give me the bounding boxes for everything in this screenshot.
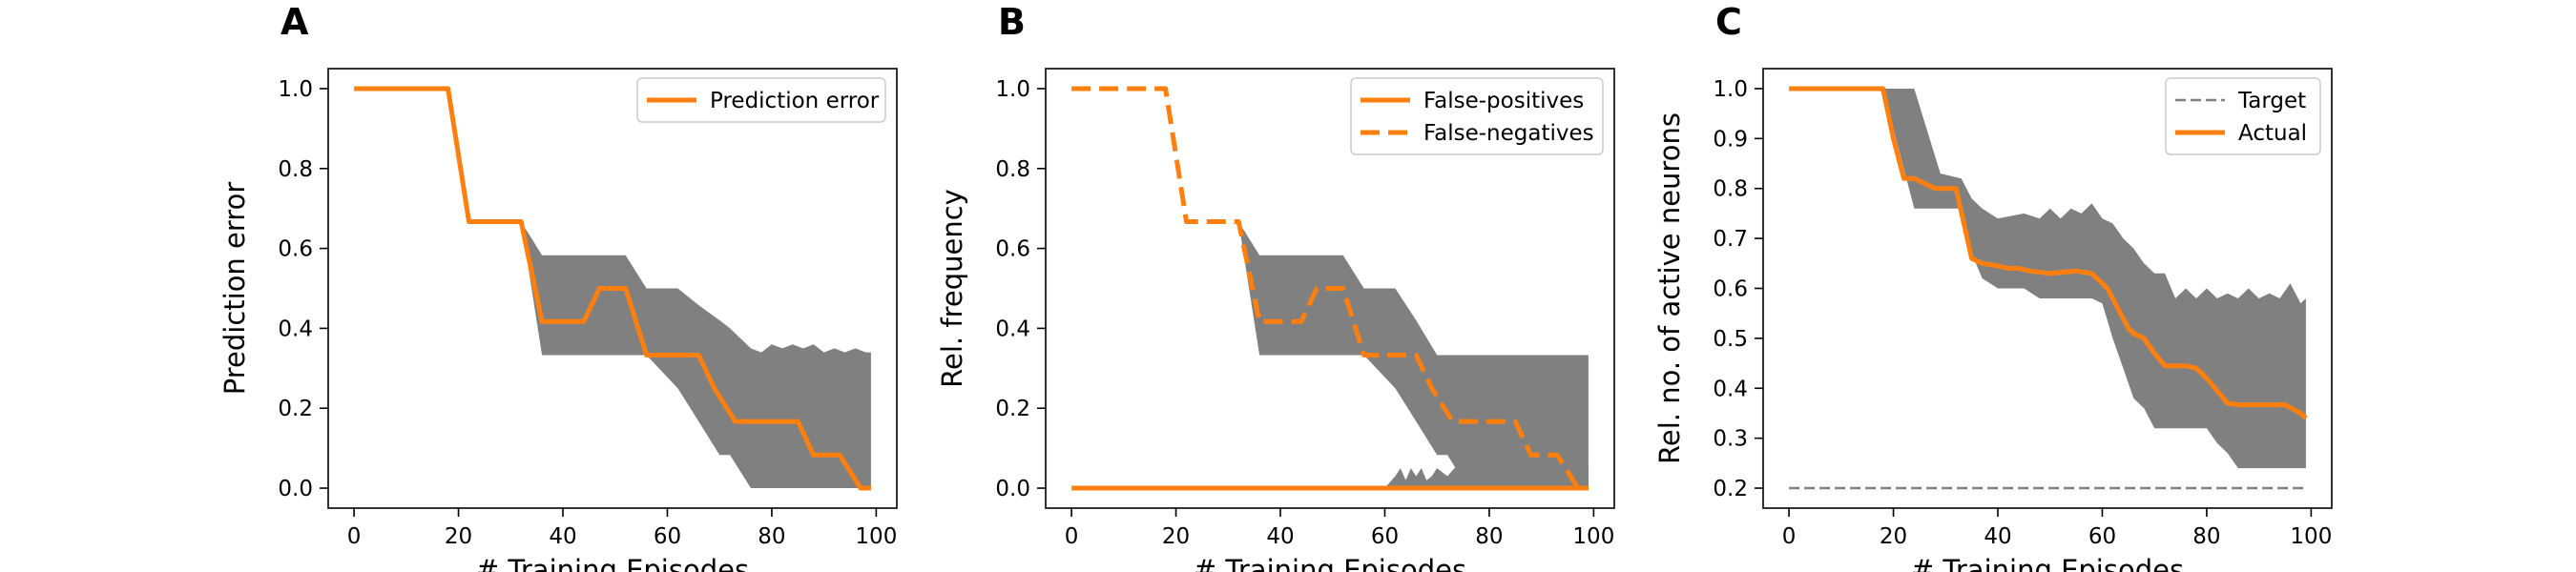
plot-frame-b [1045, 68, 1615, 509]
legend-box-b [1350, 77, 1604, 155]
y-tick-label-a-4: 0.8 [278, 157, 313, 182]
x-tick-label-c-0: 0 [1782, 524, 1797, 549]
legend-label-c-1: Target [2237, 89, 2306, 113]
y-tick-label-b-4: 0.8 [995, 157, 1030, 182]
panel-label-a: A [280, 1, 309, 43]
y-tick-label-a-3: 0.6 [278, 237, 313, 262]
series-line-b-2 [1071, 86, 1589, 491]
y-tick-label-b-5: 1.0 [995, 77, 1030, 102]
y-tick-label-a-5: 1.0 [278, 77, 313, 102]
x-tick-label-c-1: 20 [1880, 524, 1907, 549]
x-tick-label-a-0: 0 [347, 524, 362, 549]
series-line-a-1 [354, 86, 871, 491]
x-tick-label-a-3: 60 [654, 524, 681, 549]
x-tick-label-b-5: 100 [1572, 524, 1614, 549]
x-axis-label-a: # Training Episodes [476, 554, 749, 572]
y-tick-label-c-0: 0.2 [1713, 477, 1748, 501]
y-tick-label-a-0: 0.0 [278, 477, 313, 501]
legend-b: False-positives False-negatives [1350, 77, 1604, 155]
x-tick-label-c-2: 40 [1984, 524, 2011, 549]
x-tick-label-a-4: 80 [758, 524, 785, 549]
y-tick-label-c-5: 0.7 [1713, 227, 1748, 252]
y-axis-label-a: Prediction error [218, 182, 251, 396]
y-axis-label-c: Rel. no. of active neurons [1653, 112, 1686, 464]
y-tick-label-b-2: 0.4 [995, 317, 1030, 341]
x-tick-label-b-2: 40 [1266, 524, 1294, 549]
y-tick-label-c-4: 0.6 [1713, 277, 1748, 302]
x-tick-label-c-4: 80 [2192, 524, 2220, 549]
panel-label-b: B [998, 1, 1026, 43]
x-tick-label-c-3: 60 [2088, 524, 2116, 549]
x-tick-label-c-5: 100 [2290, 524, 2332, 549]
legend-label-a-1: Prediction error [710, 89, 880, 113]
x-tick-label-b-4: 80 [1475, 524, 1503, 549]
x-tick-label-a-1: 20 [445, 524, 472, 549]
variance-band-b-1 [1238, 221, 1589, 488]
y-tick-label-b-0: 0.0 [995, 477, 1030, 501]
x-tick-label-b-1: 20 [1162, 524, 1190, 549]
variance-band-b-2 [1384, 463, 1589, 488]
panel-c: 0 20 40 60 80 100 0.2 0.3 0.4 0.5 0.6 0.7 0.8 0.9 1.0… [1653, 1, 2333, 572]
y-axis-label-b: Rel. frequency [936, 189, 968, 388]
legend-label-b-2: False-negatives [1423, 121, 1594, 146]
legend-a: Prediction error [636, 77, 886, 123]
y-tick-label-c-2: 0.4 [1713, 377, 1748, 401]
panel-a: 0 20 40 60 80 100 0.0 0.2 0.4 0.6 0.8 1.0 A # Trai… [218, 1, 898, 572]
x-axis-label-b: # Training Episodes [1194, 554, 1466, 572]
plot-frame-a [327, 68, 898, 509]
y-tick-label-c-3: 0.5 [1713, 327, 1748, 352]
y-tick-label-b-3: 0.6 [995, 237, 1030, 262]
legend-box-a [636, 77, 886, 123]
x-tick-label-b-3: 60 [1371, 524, 1399, 549]
y-tick-label-c-7: 0.9 [1713, 127, 1748, 152]
y-tick-label-a-2: 0.4 [278, 317, 313, 341]
legend-c: Target Actual [2165, 77, 2321, 155]
legend-box-c [2165, 77, 2321, 155]
y-tick-label-a-1: 0.2 [278, 397, 313, 421]
panel-b: 0 20 40 60 80 100 0.0 0.2 0.4 0.6 0.8 1.0 B # Trai… [936, 1, 1615, 572]
x-tick-label-a-5: 100 [855, 524, 897, 549]
series-line-c-2 [1789, 86, 2308, 420]
y-tick-label-b-1: 0.2 [995, 397, 1030, 421]
y-tick-label-c-8: 1.0 [1713, 77, 1748, 102]
y-tick-label-c-1: 0.3 [1713, 427, 1748, 452]
x-axis-label-c: # Training Episodes [1911, 554, 2184, 572]
y-tick-label-c-6: 0.8 [1713, 177, 1748, 202]
legend-label-c-2: Actual [2238, 121, 2307, 146]
legend-label-b-1: False-positives [1423, 89, 1584, 113]
x-tick-label-a-2: 40 [549, 524, 576, 549]
panel-label-c: C [1715, 1, 1742, 43]
x-tick-label-b-0: 0 [1065, 524, 1079, 549]
